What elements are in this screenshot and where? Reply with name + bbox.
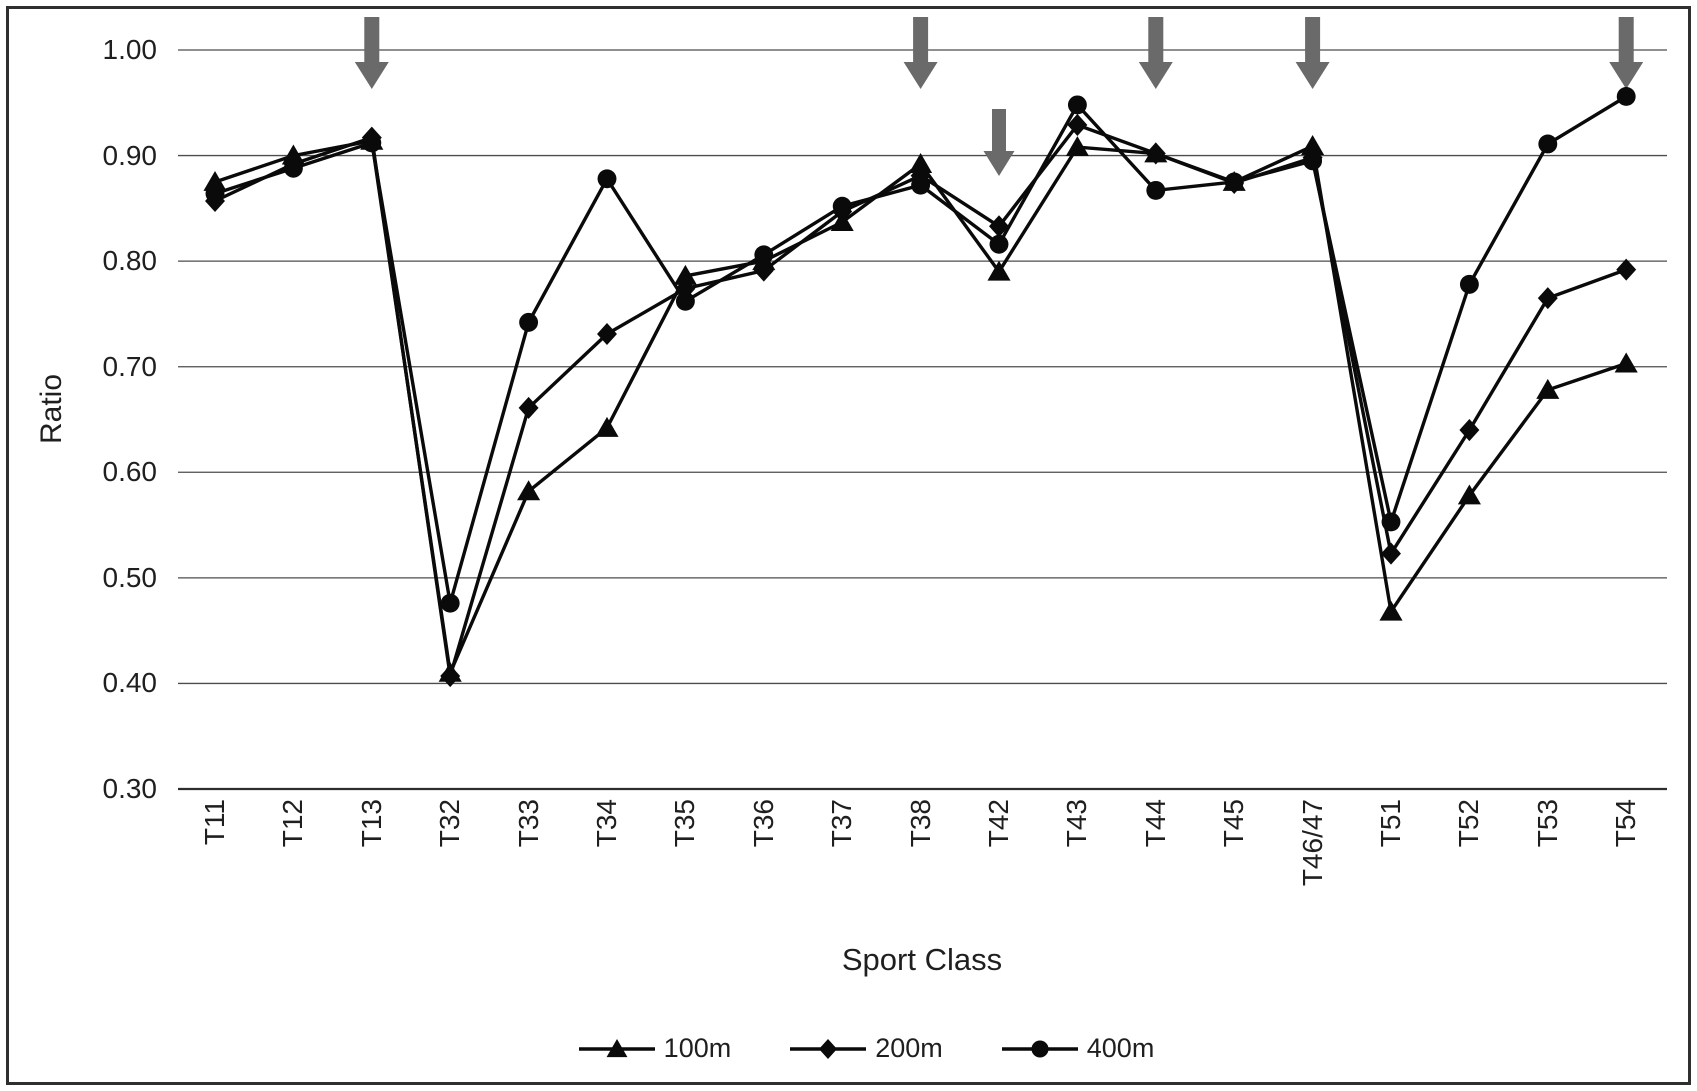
x-tick-label-T45: T45 xyxy=(1218,799,1250,848)
x-tick-label-T32: T32 xyxy=(434,799,466,848)
diamond-marker xyxy=(597,322,617,346)
down-arrow-T13 xyxy=(354,17,389,89)
circle-marker xyxy=(1067,95,1087,115)
x-tick-label-T38: T38 xyxy=(904,799,936,848)
diamond-marker xyxy=(205,189,225,212)
x-tick-label-T12: T12 xyxy=(277,799,309,848)
circle-marker xyxy=(1146,180,1166,200)
x-tick-label-T42: T42 xyxy=(983,799,1014,848)
triangle-marker xyxy=(987,260,1011,281)
x-tick-label-T43: T43 xyxy=(1061,799,1093,848)
triangle-marker xyxy=(517,480,541,501)
diamond-marker xyxy=(1381,542,1401,565)
triangle-marker xyxy=(606,1038,628,1057)
figure-border xyxy=(6,6,1691,1085)
y-tick-label: 0.50 xyxy=(102,561,158,593)
x-tick-label-T37: T37 xyxy=(826,799,858,848)
down-arrow-T44 xyxy=(1138,17,1173,89)
legend-item-100m: 100m xyxy=(576,1033,732,1064)
triangle-marker xyxy=(752,250,776,271)
diamond-marker xyxy=(675,277,696,300)
diamond-marker xyxy=(989,215,1009,238)
triangle-marker xyxy=(1379,600,1403,621)
down-arrow-T54 xyxy=(1609,17,1644,89)
diamond-marker xyxy=(910,164,931,187)
down-arrow-T46/47 xyxy=(1295,17,1330,89)
triangle-marker xyxy=(909,152,933,173)
x-tick-label-T11: T11 xyxy=(199,799,230,846)
triangle-marker xyxy=(673,264,697,285)
circle-marker xyxy=(1538,134,1558,154)
x-axis-title: Sport Class xyxy=(841,942,1003,977)
x-tick-label-T46/47: T46/47 xyxy=(1296,799,1328,887)
triangle-marker xyxy=(1457,484,1481,505)
diamond-marker xyxy=(1459,419,1480,442)
triangle-marker xyxy=(281,144,305,165)
circle-marker xyxy=(1031,1039,1049,1058)
triangle-marker-icon xyxy=(578,1038,655,1057)
triangle-marker xyxy=(1065,136,1089,157)
y-tick-label: 0.40 xyxy=(102,667,158,699)
x-tick-label-T36: T36 xyxy=(747,799,779,848)
circle-marker xyxy=(519,312,539,332)
circle-marker xyxy=(440,593,460,613)
legend-label-100m: 100m xyxy=(663,1033,732,1063)
x-tick-label-T53: T53 xyxy=(1531,799,1563,848)
diamond-marker-icon xyxy=(790,1038,867,1059)
diamond-marker xyxy=(753,259,774,282)
circle-marker xyxy=(675,291,695,311)
triangle-marker xyxy=(1144,142,1168,163)
y-tick-label: 1.00 xyxy=(102,34,158,65)
triangle-marker xyxy=(595,416,619,437)
circle-marker xyxy=(597,169,617,189)
legend-item-200m: 200m xyxy=(787,1033,943,1064)
y-tick-label: 0.90 xyxy=(102,139,158,171)
x-tick-label-T51: T51 xyxy=(1375,799,1406,848)
x-tick-label-T13: T13 xyxy=(355,799,387,848)
diamond-marker xyxy=(1616,258,1637,281)
x-tick-label-T52: T52 xyxy=(1453,799,1485,848)
triangle-marker xyxy=(1536,378,1560,399)
circle-marker xyxy=(1459,274,1479,294)
x-tick-label-T44: T44 xyxy=(1139,799,1171,848)
legend-item-400m: 400m xyxy=(999,1033,1155,1064)
down-arrow-T42 xyxy=(983,109,1015,176)
legend: 100m 200m 400m xyxy=(180,1033,1550,1064)
triangle-marker xyxy=(1301,135,1325,155)
x-tick-label-T34: T34 xyxy=(591,799,622,848)
down-arrow-T38 xyxy=(903,17,938,89)
diamond-marker xyxy=(1537,287,1558,310)
triangle-marker xyxy=(360,129,384,150)
legend-label-200m: 200m xyxy=(875,1033,943,1063)
triangle-marker xyxy=(1222,170,1246,191)
triangle-marker xyxy=(438,661,462,682)
diamond-marker xyxy=(819,1038,838,1059)
circle-marker xyxy=(989,234,1009,254)
diamond-marker xyxy=(1067,113,1088,136)
triangle-marker xyxy=(830,211,854,232)
y-tick-label: 0.30 xyxy=(102,773,158,804)
y-tick-label: 0.70 xyxy=(102,350,158,382)
legend-label-400m: 400m xyxy=(1086,1033,1155,1063)
x-tick-label-T35: T35 xyxy=(669,799,701,848)
x-tick-label-T33: T33 xyxy=(512,799,544,848)
triangle-marker xyxy=(1614,352,1638,373)
x-tick-label-T54: T54 xyxy=(1610,799,1642,848)
y-tick-label: 0.60 xyxy=(102,456,158,488)
diamond-marker xyxy=(518,396,539,419)
circle-marker xyxy=(1616,87,1636,106)
circle-marker-icon xyxy=(1001,1039,1078,1058)
triangle-marker xyxy=(203,170,227,191)
y-tick-label: 0.80 xyxy=(102,245,158,277)
series-line-200m xyxy=(214,122,1627,677)
series-line-100m xyxy=(214,138,1627,680)
